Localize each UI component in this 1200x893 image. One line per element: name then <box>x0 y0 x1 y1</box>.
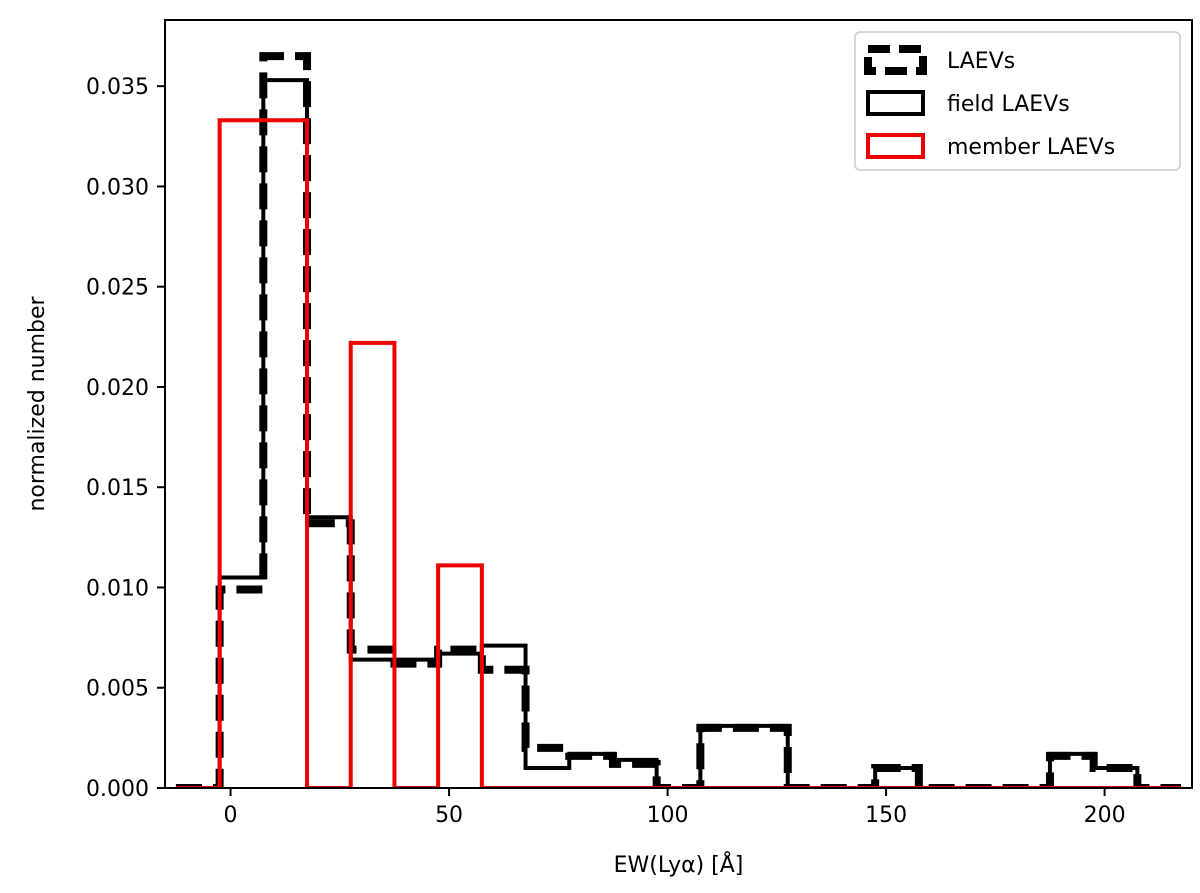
x-axis-label: EW(Lyα) [Å] <box>614 851 744 878</box>
x-tick-label: 150 <box>865 803 907 828</box>
x-tick-label: 100 <box>647 803 689 828</box>
legend-swatch <box>864 45 927 75</box>
legend-label: LAEVs <box>947 49 1015 74</box>
y-tick-label: 0.020 <box>86 376 149 401</box>
plot-frame <box>164 19 1193 789</box>
x-tick-label: 200 <box>1084 803 1126 828</box>
legend-frame <box>854 31 1181 171</box>
x-axis-ticks: 0 50 100 150 200 <box>224 788 1126 828</box>
series-laevs <box>175 52 1182 788</box>
legend-swatch <box>866 90 925 116</box>
legend-label: member LAEVs <box>947 135 1115 160</box>
legend-label: field LAEVs <box>947 92 1070 117</box>
legend: LAEVs field LAEVs member LAEVs <box>854 31 1181 171</box>
y-tick-label: 0.025 <box>86 276 149 301</box>
series-layer <box>175 52 1182 788</box>
y-axis-ticks: 0.000 0.005 0.010 0.015 0.020 0.025 0.030 0.035 <box>86 75 165 802</box>
y-tick-label: 0.010 <box>86 576 149 601</box>
y-axis-label: normalized number <box>25 295 50 511</box>
y-tick-label: 0.000 <box>86 777 149 802</box>
y-tick-label: 0.030 <box>86 175 149 200</box>
y-tick-label: 0.015 <box>86 476 149 501</box>
series-field-laevs <box>175 78 1182 788</box>
y-tick-label: 0.035 <box>86 75 149 100</box>
x-tick-label: 50 <box>435 803 463 828</box>
series-member-laevs <box>175 118 1182 788</box>
x-tick-label: 0 <box>224 803 238 828</box>
legend-swatch <box>866 133 925 159</box>
y-tick-label: 0.005 <box>86 677 149 702</box>
